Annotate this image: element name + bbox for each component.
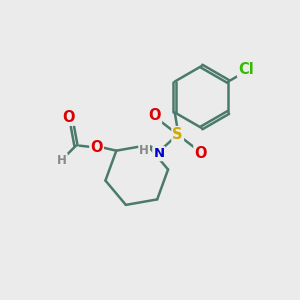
Text: O: O xyxy=(148,108,161,123)
Text: O: O xyxy=(90,140,103,154)
Text: H: H xyxy=(139,144,149,157)
Text: N: N xyxy=(153,147,164,160)
Text: S: S xyxy=(172,127,183,142)
Text: O: O xyxy=(194,146,207,160)
Text: O: O xyxy=(63,110,75,124)
Text: Cl: Cl xyxy=(238,62,254,77)
Text: H: H xyxy=(57,154,67,167)
